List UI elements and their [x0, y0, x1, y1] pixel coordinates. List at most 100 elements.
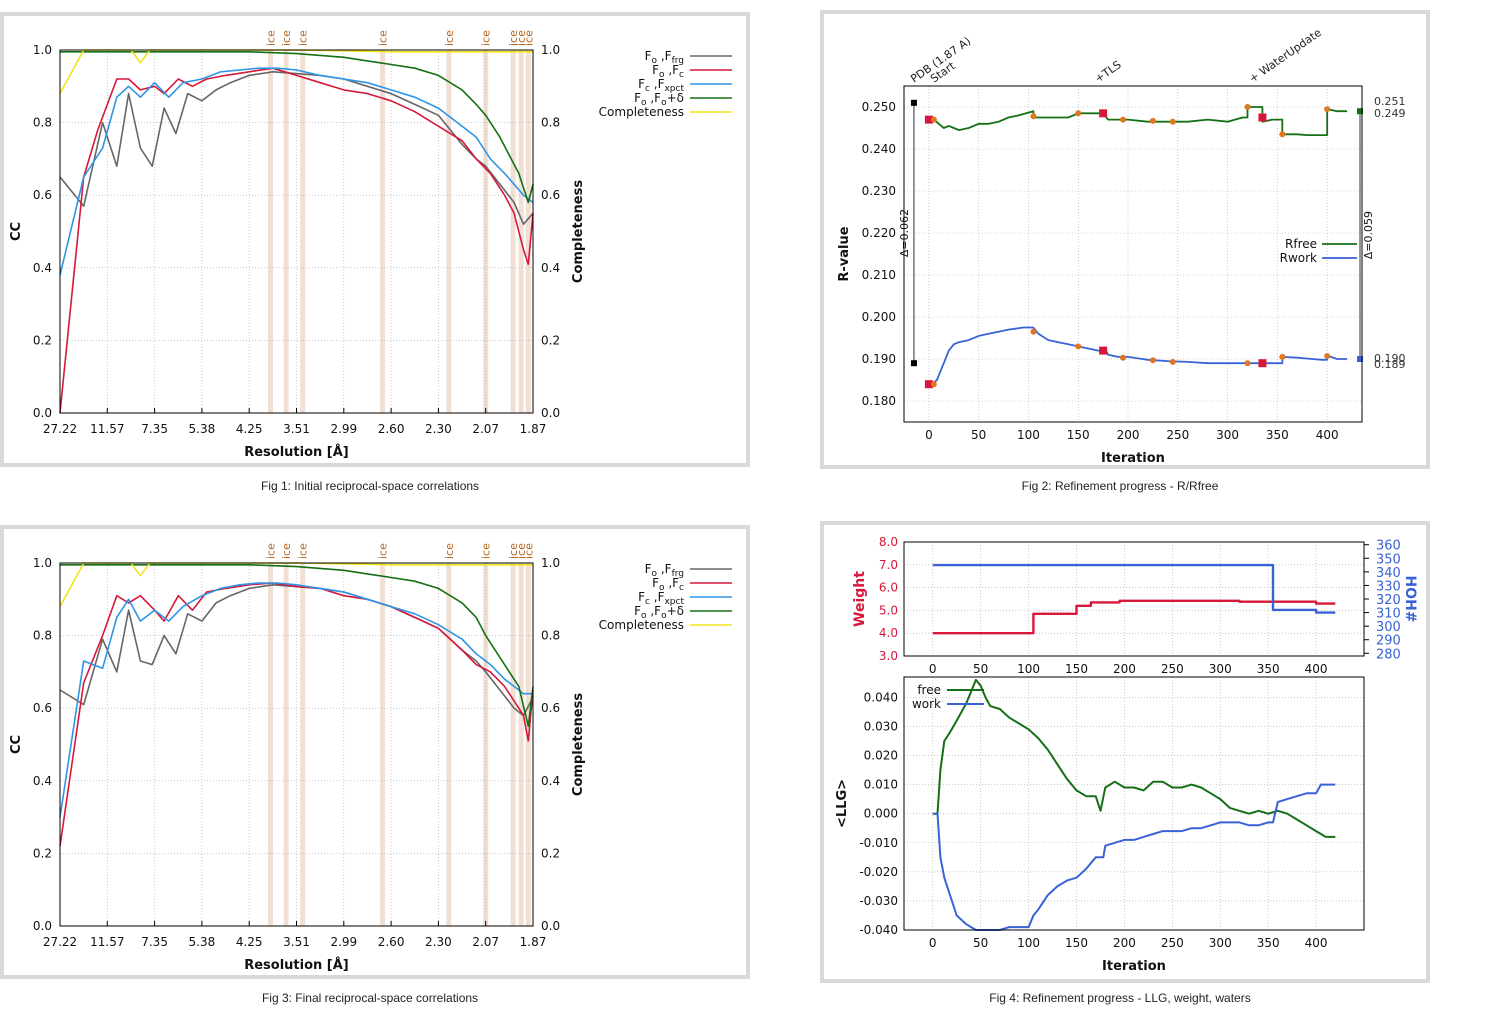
y-tick-label: -0.010: [859, 836, 898, 850]
top-x-tick-label: 0: [929, 662, 937, 676]
fig1-panel: ice ice ice ice ice ice ice ice ice 27.22 11.57 7.3…: [0, 12, 750, 467]
x-tick-label: 2.99: [330, 422, 357, 436]
fig3-plot-frame: [59, 562, 534, 927]
y-tick-label: 0.8: [33, 629, 52, 643]
rwork-step-dot: [1324, 353, 1331, 360]
rwork-event-marker: [924, 380, 933, 389]
x-tick-label: 4.25: [236, 422, 263, 436]
weight-axis-label: Weight: [852, 571, 868, 627]
x-tick-label: 1.87: [520, 935, 547, 949]
legend-label: Fo ,Fc: [652, 576, 684, 593]
x-tick-label: 350: [1257, 936, 1280, 950]
y2-tick-label: 0.0: [541, 406, 560, 420]
x-tick-label: 7.35: [141, 422, 168, 436]
y2-axis-label: Completeness: [571, 180, 586, 283]
x-tick-label: 350: [1266, 428, 1289, 442]
x-tick-label: 4.25: [236, 935, 263, 949]
series-line: [59, 582, 533, 818]
x-tick-label: 250: [1161, 936, 1184, 950]
rfree-step-dot: [1244, 104, 1251, 110]
x-tick-label: 100: [1017, 936, 1040, 950]
ice-ring-band: [446, 50, 452, 413]
x-tick-label: 0: [929, 936, 937, 950]
y-tick-label: 0.4: [33, 774, 52, 788]
x-tick-label: 3.51: [283, 935, 310, 949]
legend-label: Fo ,Fo+δ: [634, 604, 684, 621]
ice-ring-label: ice: [522, 543, 535, 559]
rwork-step-dot: [1169, 358, 1176, 365]
ice-ring-label: ice: [377, 30, 390, 46]
event-annotation: +TLS: [1092, 58, 1123, 85]
x-tick-label: 150: [1065, 936, 1088, 950]
x-axis-label: Resolution [Å]: [244, 957, 349, 973]
fig1-caption: Fig 1: Initial reciprocal-space correlat…: [260, 479, 480, 493]
y-tick-label: 0.220: [862, 226, 896, 240]
series-line: [59, 582, 534, 847]
legend-label: Fo ,Fc: [652, 63, 684, 80]
legend-label: Completeness: [599, 105, 684, 119]
hoh-tick-label: 310: [1376, 607, 1401, 622]
y-tick-label: 0.6: [33, 188, 52, 202]
rfree-step-dot: [1030, 113, 1037, 120]
ice-ring-band: [267, 50, 273, 413]
series-line: [928, 106, 1348, 136]
hoh-tick-label: 290: [1376, 634, 1401, 649]
hoh-tick-label: 280: [1376, 647, 1401, 662]
x-tick-label: 5.38: [189, 935, 216, 949]
ice-ring-band: [267, 563, 273, 926]
series-line: [928, 326, 1348, 386]
series-line: [59, 67, 534, 414]
ice-ring-band: [283, 50, 289, 413]
fig2-panel: 0 50 100 150 200 250 300 350 400 0.180 0.190 0.200 0…: [820, 10, 1430, 469]
ice-ring-label: ice: [522, 30, 535, 46]
x-tick-label: 11.57: [90, 935, 124, 949]
rwork-event-marker: [1258, 359, 1267, 368]
x-tick-label: 50: [973, 936, 988, 950]
y-tick-label: 0.020: [864, 749, 898, 763]
x-axis-label: Resolution [Å]: [244, 444, 349, 460]
legend-label: free: [917, 683, 941, 697]
x-tick-label: 300: [1216, 428, 1239, 442]
y-tick-label: 0.230: [862, 184, 896, 198]
rfree-step-dot: [1169, 118, 1176, 125]
x-tick-label: 2.30: [425, 935, 452, 949]
weight-tick-label: 8.0: [879, 535, 898, 549]
y2-tick-label: 0.8: [541, 629, 560, 643]
final-value-label: 0.189: [1374, 358, 1406, 371]
y-axis-label: R-value: [837, 226, 852, 281]
ice-ring-label: ice: [480, 30, 493, 46]
top-x-tick-label: 200: [1113, 662, 1136, 676]
rfree-event-marker: [924, 115, 933, 124]
rwork-step-dot: [1120, 354, 1127, 361]
ice-ring-label: ice: [443, 543, 456, 559]
x-tick-label: 200: [1117, 428, 1140, 442]
y-tick-label: 0.000: [864, 807, 898, 821]
y-axis-label: CC: [9, 735, 24, 754]
y-tick-label: -0.030: [859, 894, 898, 908]
final-value-label: 0.249: [1374, 107, 1406, 120]
x-tick-label: 2.99: [330, 935, 357, 949]
x-tick-label: 7.35: [141, 935, 168, 949]
top-x-tick-label: 250: [1161, 662, 1184, 676]
y-tick-label: 0.250: [862, 100, 896, 114]
event-annotation: + WaterUpdate: [1247, 26, 1324, 86]
series-line: [932, 678, 1336, 838]
legend-label: Fc ,Fxpct: [638, 77, 684, 94]
ice-ring-label: ice: [377, 543, 390, 559]
ice-ring-label: ice: [297, 543, 310, 559]
ice-ring-band: [483, 50, 489, 413]
x-tick-label: 150: [1067, 428, 1090, 442]
y-tick-label: 0.180: [862, 394, 896, 408]
weight-tick-label: 4.0: [879, 626, 898, 640]
y-tick-label: -0.020: [859, 865, 898, 879]
x-tick-label: 100: [1017, 428, 1040, 442]
y2-tick-label: 0.2: [541, 333, 560, 347]
rwork-step-dot: [1075, 343, 1082, 350]
final-value-label: 0.251: [1374, 95, 1406, 108]
rwork-step-dot: [1030, 328, 1037, 335]
ice-ring-band: [300, 50, 306, 413]
y-tick-label: 0.8: [33, 116, 52, 130]
ice-ring-label: ice: [280, 543, 293, 559]
top-x-tick-label: 350: [1257, 662, 1280, 676]
